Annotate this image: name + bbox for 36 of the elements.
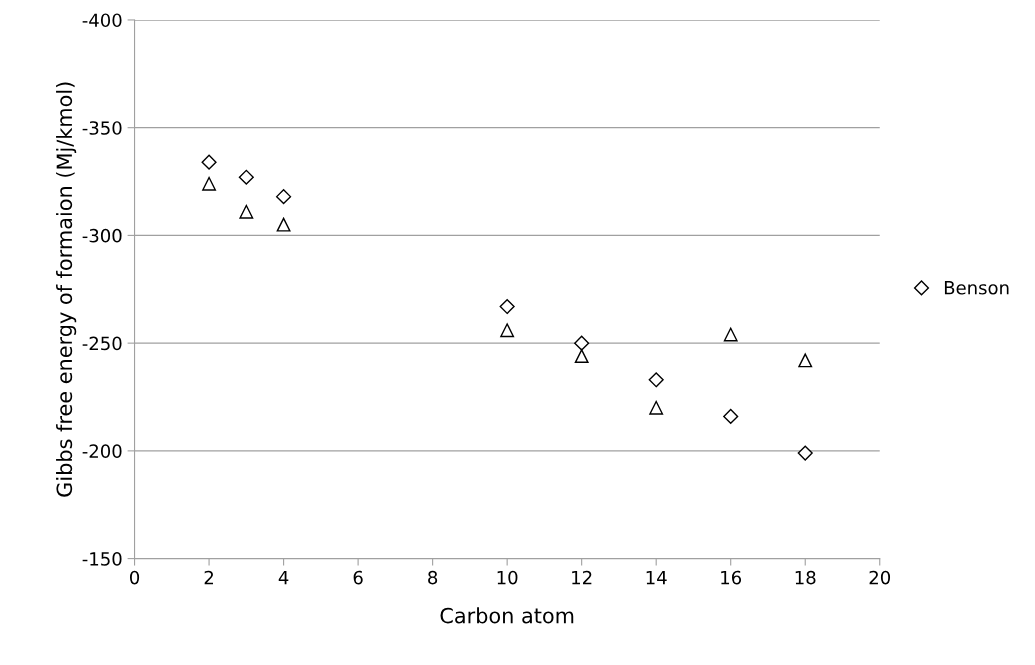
y-tick-label: -300 [82, 228, 122, 243]
point [574, 349, 589, 364]
y-tick-label: -200 [82, 444, 122, 458]
point [797, 445, 813, 461]
x-tick-label: 20 [869, 570, 891, 585]
x-tick-label: 6 [353, 570, 363, 585]
x-tick-label: 0 [130, 570, 140, 585]
x-tick-label: 8 [428, 570, 438, 585]
point [648, 372, 664, 388]
legend-label: Benson [944, 281, 1009, 295]
x-tick-label: 4 [278, 570, 289, 585]
point [239, 204, 254, 219]
y-tick-label: -150 [82, 552, 122, 566]
y-tick-label: -350 [82, 121, 122, 135]
y-axis-title: Gibbs free energy of formaion (Mj/kmol) [56, 82, 77, 497]
point [798, 353, 813, 368]
point [500, 323, 515, 338]
x-axis-title: Carbon atom [440, 607, 574, 624]
x-tick-label: 10 [497, 570, 518, 585]
point [276, 217, 291, 232]
x-tick-label: 12 [572, 570, 592, 585]
x-tick-label: 14 [646, 570, 667, 585]
point [723, 327, 738, 342]
x-tick-label: 2 [204, 570, 214, 585]
point [574, 335, 590, 351]
point [238, 169, 254, 185]
x-tick-label: 18 [795, 570, 816, 585]
y-tick-label: -400 [82, 13, 122, 28]
y-tick-label: -250 [82, 336, 122, 351]
point [276, 189, 292, 205]
point [649, 400, 664, 415]
point [202, 176, 217, 191]
point [499, 298, 515, 315]
point [723, 408, 739, 424]
point [201, 154, 217, 170]
x-tick-label: 16 [721, 570, 742, 585]
